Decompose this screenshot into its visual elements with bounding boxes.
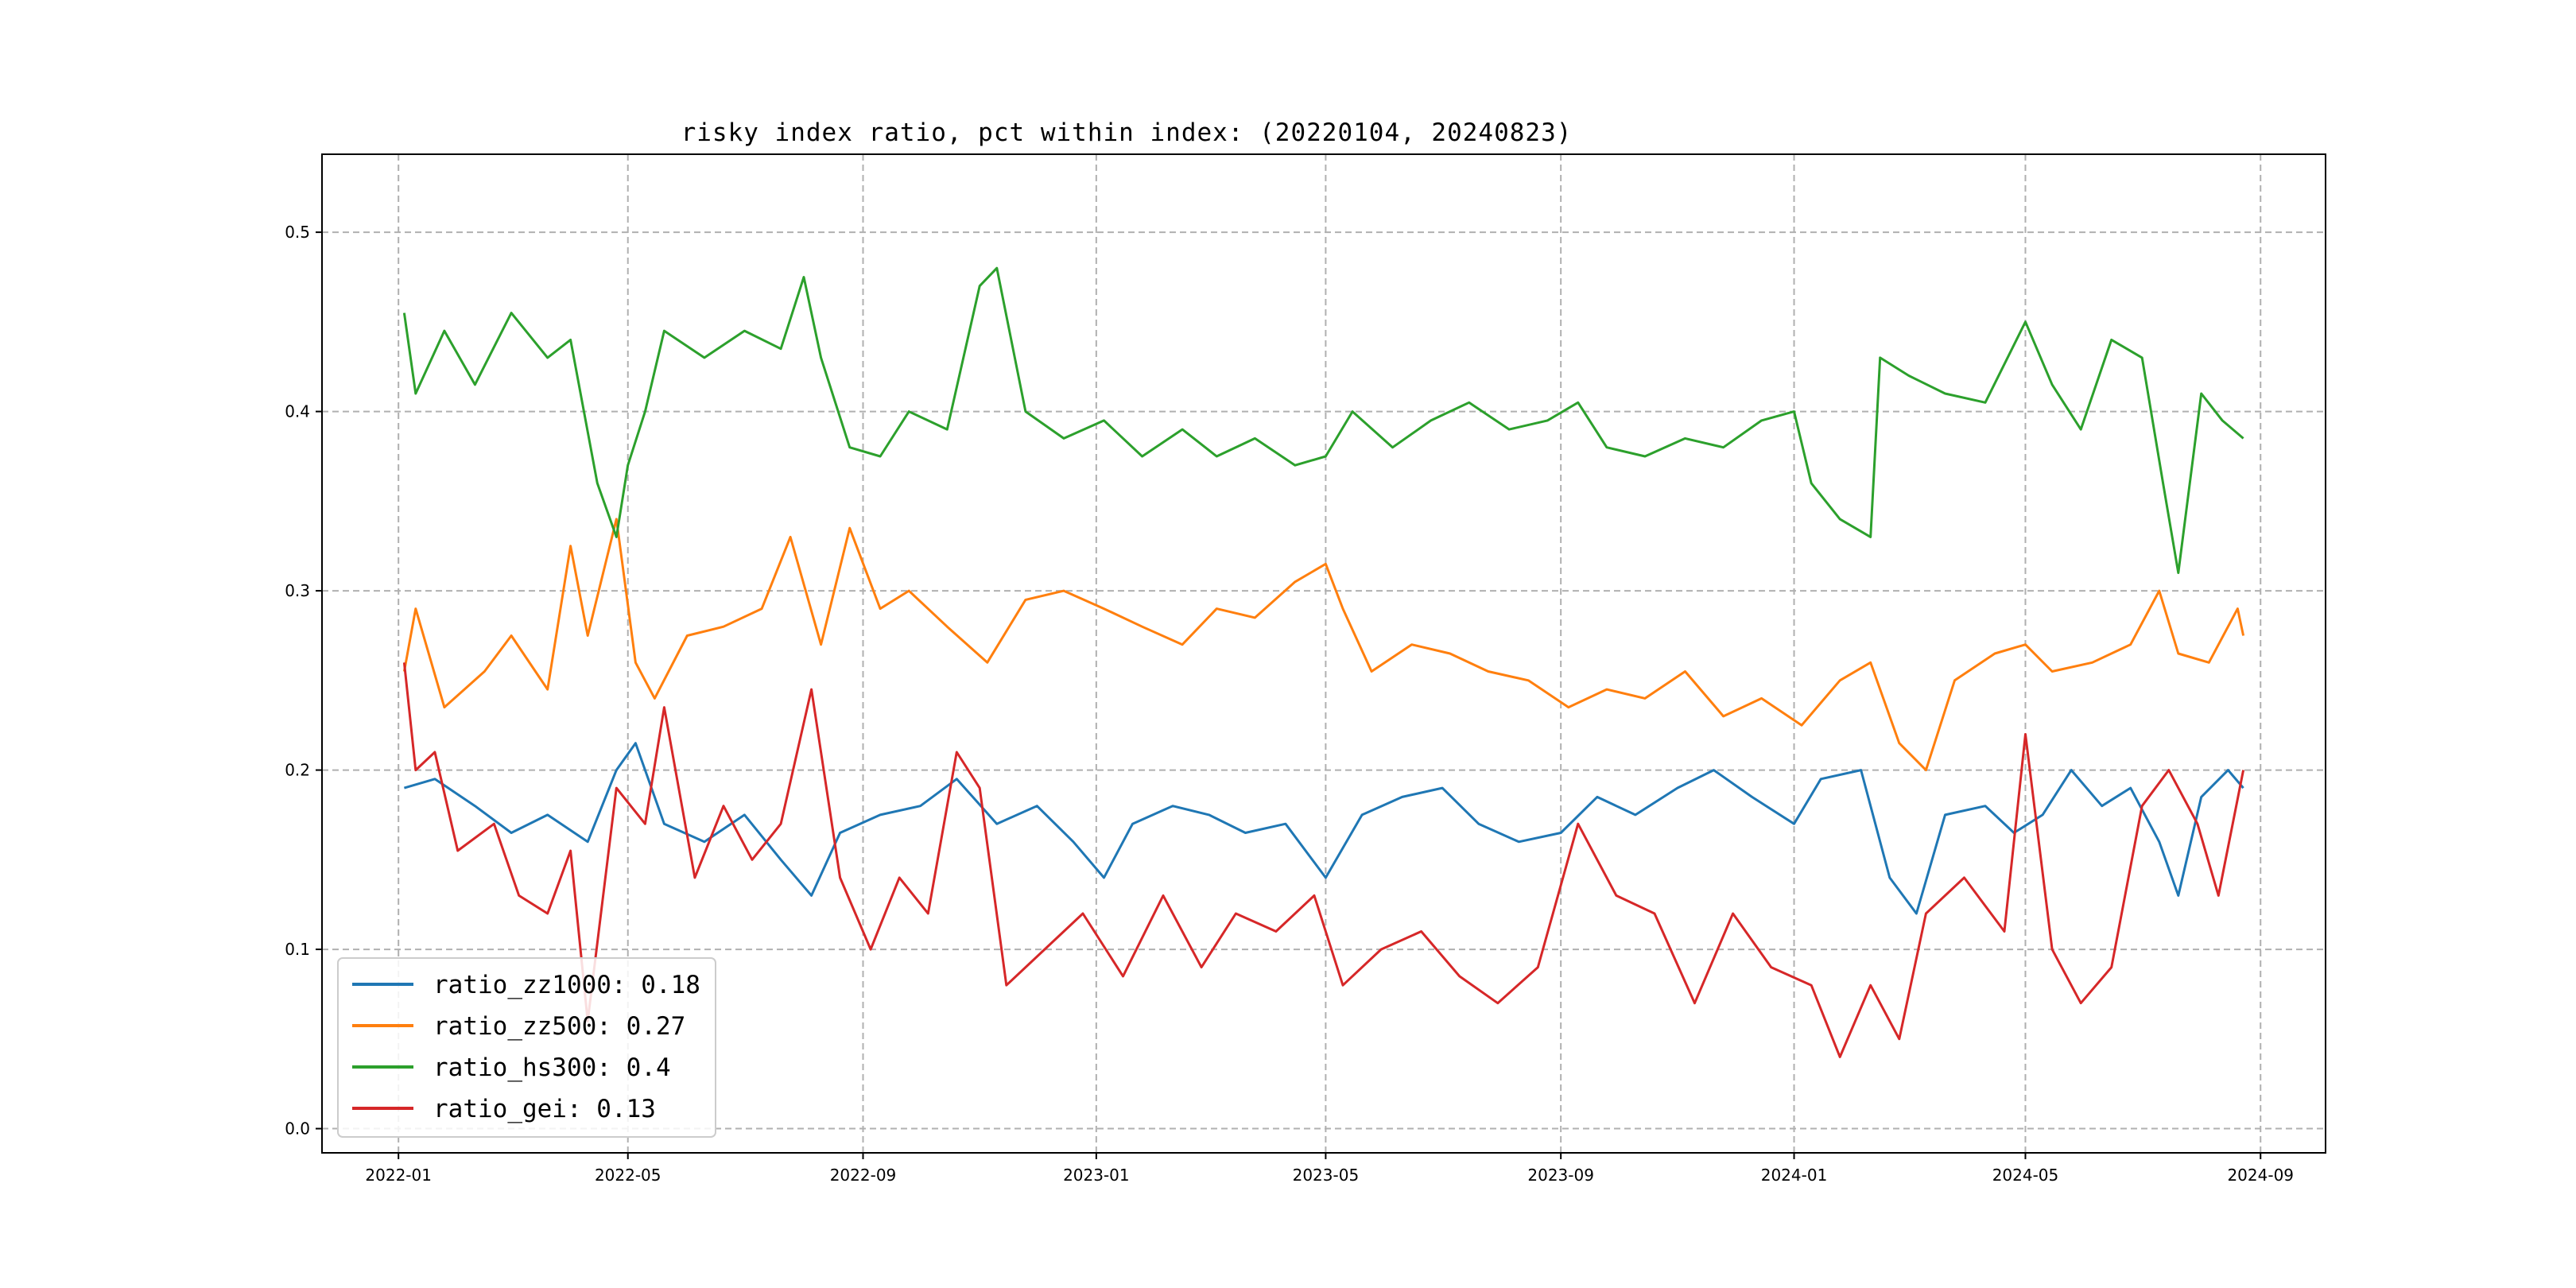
y-tick-label: 0.5	[285, 223, 310, 242]
x-tick-label: 2023-09	[1527, 1166, 1594, 1185]
series-line-ratio_hs300	[402, 266, 2244, 574]
y-tick-label: 0.4	[285, 402, 310, 421]
axes-frame	[321, 153, 2326, 1154]
x-tick-label: 2024-09	[2227, 1166, 2294, 1185]
x-tick-label: 2024-01	[1761, 1166, 1828, 1185]
series-line-ratio_zz500	[402, 518, 2245, 772]
x-tick-label: 2022-09	[830, 1166, 897, 1185]
x-tick-label: 2024-05	[1992, 1166, 2059, 1185]
series-layer	[402, 266, 2245, 1058]
legend: ratio_zz1000: 0.18 ratio_zz500: 0.27 ratio…	[337, 957, 716, 1138]
x-axis: 2022-01 2022-05 2022-09 2023-01 2023-05 2023-…	[365, 1153, 2294, 1185]
y-axis: 0.0 0.1 0.2 0.3 0.4 0.5	[285, 223, 322, 1139]
y-tick-label: 0.0	[285, 1119, 310, 1139]
legend-label-ratio_hs300: ratio_hs300: 0.4	[433, 1053, 671, 1082]
x-tick-label: 2023-05	[1293, 1166, 1360, 1185]
y-tick-label: 0.3	[285, 581, 310, 600]
series-line-ratio_gei	[402, 662, 2245, 1058]
legend-label-ratio_zz1000: ratio_zz1000: 0.18	[433, 971, 700, 999]
legend-label-ratio_zz500: ratio_zz500: 0.27	[433, 1012, 685, 1041]
x-tick-label: 2022-01	[365, 1166, 432, 1185]
x-tick-label: 2022-05	[595, 1166, 661, 1185]
x-tick-label: 2023-01	[1063, 1166, 1130, 1185]
chart-title: risky index ratio, pct within index: (20…	[681, 118, 1573, 147]
y-tick-label: 0.1	[285, 940, 310, 959]
y-tick-label: 0.2	[285, 761, 310, 780]
legend-label-ratio_gei: ratio_gei: 0.13	[433, 1095, 656, 1123]
legend-box	[337, 957, 716, 1138]
